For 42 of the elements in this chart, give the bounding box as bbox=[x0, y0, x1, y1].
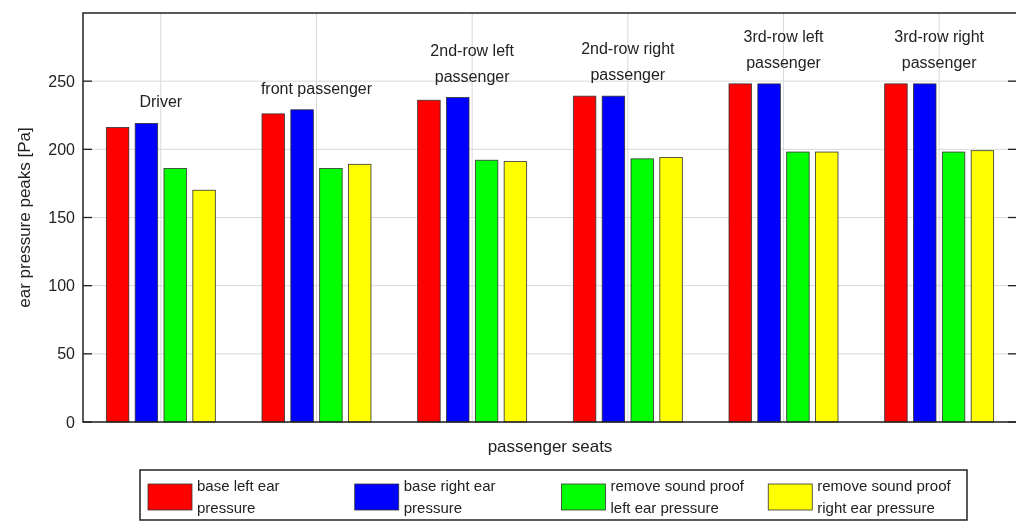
y-tick-label: 0 bbox=[66, 413, 76, 431]
legend-label: base left ear pressure bbox=[197, 477, 280, 516]
y-tick-label: 50 bbox=[57, 345, 76, 363]
x-tick-label: 2nd-row left passenger bbox=[430, 41, 515, 85]
legend-label: remove sound proof right ear pressure bbox=[817, 477, 952, 516]
bar bbox=[348, 163, 372, 423]
bar bbox=[815, 151, 839, 423]
bar bbox=[970, 150, 995, 423]
y-tick-label: 250 bbox=[48, 72, 76, 90]
bar bbox=[659, 157, 683, 423]
x-tick-label: Driver bbox=[139, 93, 183, 111]
bar bbox=[192, 189, 216, 423]
x-axis-title: passenger seats bbox=[487, 437, 613, 456]
bar bbox=[134, 123, 159, 423]
bar bbox=[630, 158, 654, 423]
bar bbox=[105, 127, 130, 423]
bar bbox=[417, 99, 441, 423]
x-tick-label: front passenger bbox=[260, 79, 373, 97]
bar bbox=[601, 95, 626, 423]
y-tick-label: 200 bbox=[48, 140, 76, 158]
y-axis-title: ear pressure peaks [Pa] bbox=[15, 127, 34, 308]
x-tick-label: 3rd-row right passenger bbox=[894, 27, 985, 71]
legend-label: remove sound proof left ear pressure bbox=[610, 477, 745, 516]
bar bbox=[446, 97, 470, 423]
bar bbox=[290, 109, 314, 423]
bar bbox=[503, 161, 528, 423]
x-tick-label: 2nd-row right passenger bbox=[581, 40, 676, 84]
bar bbox=[319, 168, 343, 423]
legend-label: base right ear pressure bbox=[403, 477, 496, 516]
bar bbox=[884, 83, 908, 423]
bar bbox=[261, 113, 285, 423]
bar bbox=[163, 168, 187, 423]
bar bbox=[913, 83, 937, 423]
bar bbox=[474, 159, 499, 423]
x-tick-label: 3rd-row left passenger bbox=[743, 27, 825, 71]
y-tick-label: 100 bbox=[48, 277, 76, 295]
y-tick-label: 150 bbox=[48, 209, 76, 227]
bar bbox=[757, 83, 781, 423]
bar bbox=[941, 151, 966, 423]
bar bbox=[572, 95, 597, 423]
bar bbox=[728, 83, 752, 423]
bar bbox=[786, 151, 810, 423]
